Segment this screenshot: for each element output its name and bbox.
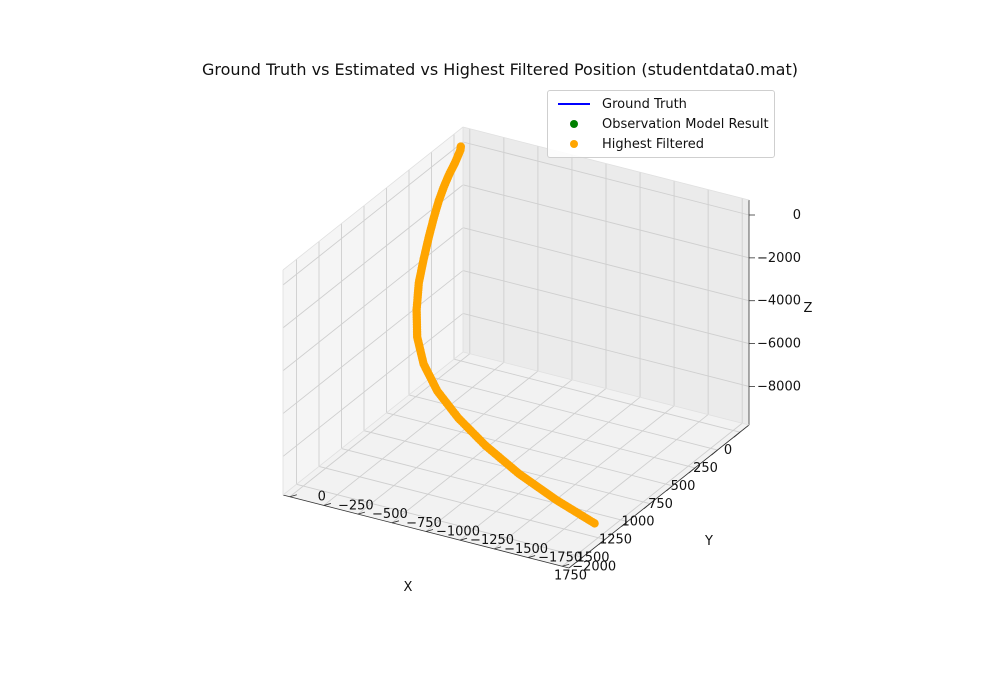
grid-lines — [282, 128, 750, 567]
x-axis-label: X — [404, 580, 413, 595]
z-grid-line — [462, 141, 750, 216]
z-axis-label: Z — [804, 301, 813, 316]
z-grid-line — [462, 312, 750, 387]
legend-dot-swatch — [558, 140, 590, 148]
x-tick — [688, 467, 696, 474]
y-tick-label: −1000 — [436, 525, 480, 540]
y-tick-label: 0 — [318, 490, 326, 505]
y-tick-label: −250 — [338, 498, 374, 513]
y-tick-label: −1250 — [470, 533, 514, 548]
y-tick — [562, 563, 570, 567]
y-tick — [289, 494, 297, 498]
x-tick-label: 250 — [693, 461, 718, 476]
x-tick-label: 1250 — [599, 533, 632, 548]
x-tick — [666, 485, 673, 492]
x-tick-label: 1500 — [576, 550, 609, 565]
x-tick-label: 750 — [648, 497, 673, 512]
y-tick — [323, 503, 331, 506]
tick-labels: 025050075010001250150017500−250−500−750−… — [318, 208, 801, 583]
y-tick — [493, 546, 502, 550]
y-grid-line — [323, 362, 505, 506]
legend-label: Observation Model Result — [602, 116, 769, 132]
y-tick-label: −1750 — [538, 551, 582, 566]
y-grid-line — [459, 396, 641, 541]
chart-title: Ground Truth vs Estimated vs Highest Fil… — [202, 60, 798, 79]
y-tick — [391, 520, 400, 524]
legend-line-swatch — [558, 103, 590, 105]
y-tick-label: −1500 — [504, 542, 548, 557]
z-grid-line — [282, 270, 464, 414]
z-grid-line — [462, 270, 750, 345]
z-tick-label: −2000 — [757, 251, 801, 266]
side-pane — [283, 127, 463, 495]
y-grid-line — [425, 388, 607, 532]
y-tick — [528, 555, 536, 558]
y-grid-line — [391, 379, 573, 524]
z-tick-label: −4000 — [757, 294, 801, 309]
pane-edge — [282, 126, 464, 271]
x-tick — [643, 503, 651, 509]
highest-filtered-point — [590, 519, 599, 528]
legend-item-observation-model: Observation Model Result — [558, 114, 769, 134]
pane-edge — [462, 126, 750, 201]
y-tick-label: −500 — [372, 507, 408, 522]
legend-item-ground-truth: Ground Truth — [558, 94, 687, 114]
series-highest-filtered — [412, 142, 599, 528]
z-tick-label: 0 — [793, 208, 801, 223]
legend-label: Ground Truth — [602, 96, 687, 112]
z-tick-label: −8000 — [757, 379, 801, 394]
y-tick-label: −750 — [406, 516, 442, 531]
z-grid-line — [282, 313, 464, 457]
x-tick-label: 1750 — [554, 568, 587, 583]
x-tick — [711, 449, 718, 456]
x-tick-label: 0 — [724, 443, 732, 458]
axis-labels: X Y Z — [404, 301, 813, 595]
axis-lines — [282, 126, 755, 569]
y-grid-line — [289, 353, 471, 498]
y-grid-line — [357, 370, 539, 515]
x-tick — [621, 521, 628, 527]
y-grid-line — [493, 405, 675, 550]
legend-dot-swatch — [558, 120, 590, 128]
y-tick — [357, 511, 366, 515]
z-grid-line — [462, 184, 750, 259]
x-tick — [576, 556, 583, 563]
legend: Ground Truth Observation Model Result Hi… — [547, 90, 775, 158]
z-tick-label: −6000 — [757, 337, 801, 352]
y-grid-line — [561, 422, 743, 567]
y-axis-label: Y — [704, 534, 713, 549]
z-grid-line — [282, 141, 464, 286]
x-tick — [733, 431, 741, 438]
y-tick — [459, 537, 468, 541]
x-tick-label: 500 — [671, 479, 696, 494]
pane-edge — [462, 351, 750, 426]
z-grid-line — [462, 227, 750, 302]
legend-label: Highest Filtered — [602, 136, 705, 152]
legend-item-highest-filtered: Highest Filtered — [558, 134, 704, 154]
y-tick — [425, 529, 434, 532]
y-tick-label: −2000 — [572, 559, 616, 574]
x-tick — [598, 539, 606, 545]
z-grid-line — [282, 227, 464, 372]
y-grid-line — [527, 414, 709, 558]
x-tick-label: 1000 — [621, 515, 654, 530]
